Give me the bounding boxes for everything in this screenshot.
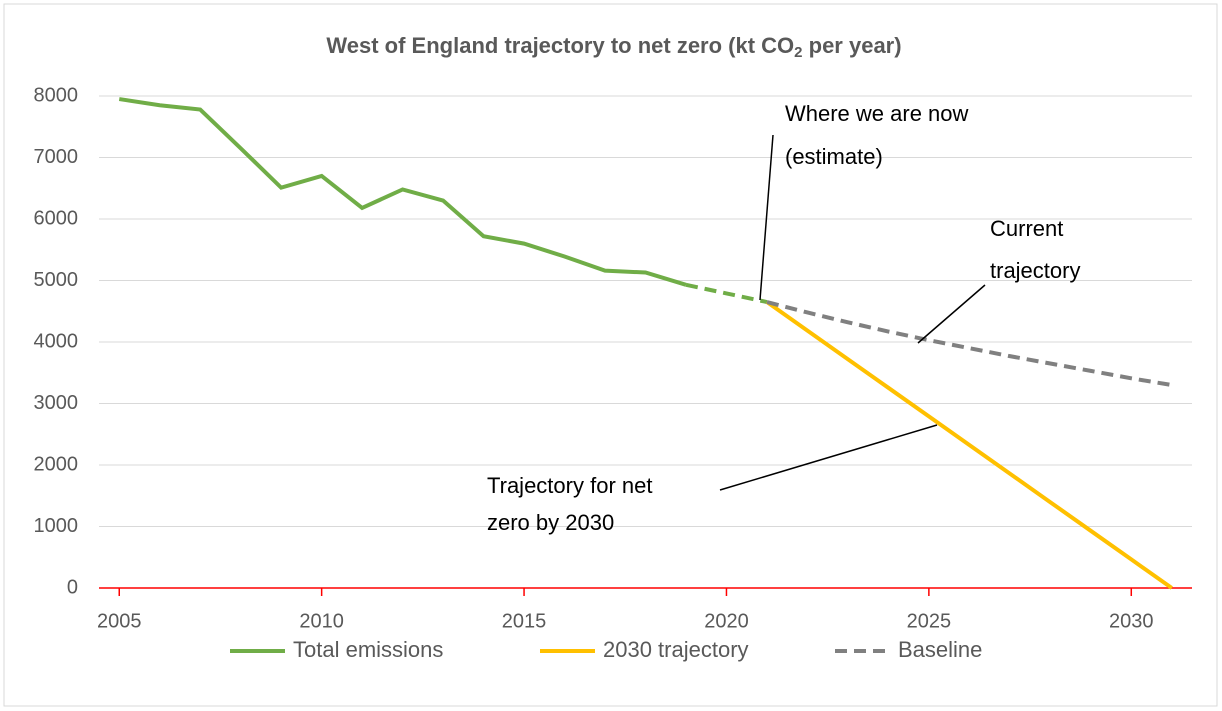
series-line xyxy=(685,282,768,304)
y-tick-label: 5000 xyxy=(34,269,79,291)
annotation: (estimate) xyxy=(785,144,883,169)
x-tick-label: 2020 xyxy=(704,610,749,632)
series-line xyxy=(765,300,1173,590)
annotation: Trajectory for net xyxy=(487,473,652,498)
y-tick-label: 3000 xyxy=(34,392,79,414)
x-tick-label: 2010 xyxy=(299,610,344,632)
annotation: Where we are now xyxy=(785,101,969,126)
y-tick-label: 4000 xyxy=(34,330,79,352)
title-sub: 2 xyxy=(794,44,802,61)
annotation-line xyxy=(719,424,938,491)
annotation: trajectory xyxy=(990,258,1080,283)
chart-title: West of England trajectory to net zero (… xyxy=(326,33,901,61)
marks xyxy=(118,97,1173,590)
x-tick-label: 2030 xyxy=(1109,610,1154,632)
title-end: per year) xyxy=(803,33,902,58)
legend-label: 2030 trajectory xyxy=(603,637,749,662)
x-tick-label: 2025 xyxy=(907,610,952,632)
series-line xyxy=(766,300,1173,388)
title-main: West of England trajectory to net zero (… xyxy=(326,33,794,58)
legend-label: Total emissions xyxy=(293,637,443,662)
x-tick-label: 2015 xyxy=(502,610,547,632)
y-tick-label: 1000 xyxy=(34,515,79,537)
y-tick-label: 2000 xyxy=(34,453,79,475)
annotations: Where we are now (estimate) Current traj… xyxy=(487,101,1080,535)
chart-border xyxy=(3,3,1218,707)
legend-label: Baseline xyxy=(898,637,982,662)
y-tick-label: 0 xyxy=(67,576,78,598)
x-tick-label: 2005 xyxy=(97,610,142,632)
annotation-line xyxy=(917,284,986,344)
y-tick-label: 7000 xyxy=(34,146,79,168)
y-tick-label: 6000 xyxy=(34,207,79,229)
annotation: zero by 2030 xyxy=(487,510,614,535)
y-tick-label: 8000 xyxy=(34,84,79,106)
annotation-line xyxy=(759,134,774,301)
grid: 0 1000 2000 3000 4000 5000 6000 7000 8000 2005 201… xyxy=(34,84,1192,662)
annotation: Current xyxy=(990,216,1063,241)
series-line xyxy=(118,97,687,287)
